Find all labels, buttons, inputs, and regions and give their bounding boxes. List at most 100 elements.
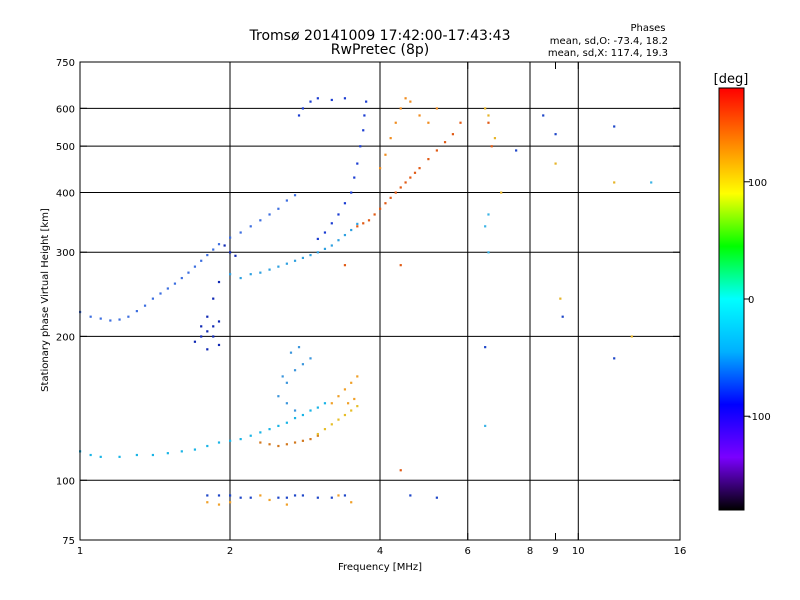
data-point xyxy=(350,228,353,232)
data-point xyxy=(239,496,242,499)
data-point xyxy=(239,437,242,441)
data-point xyxy=(323,402,327,405)
data-point xyxy=(316,432,319,436)
data-point xyxy=(435,496,438,499)
y-tick-label: 600 xyxy=(56,104,75,115)
data-point xyxy=(309,100,312,103)
data-point xyxy=(379,167,382,170)
data-point xyxy=(301,363,305,366)
data-point xyxy=(350,191,353,194)
data-point xyxy=(650,181,653,184)
data-point xyxy=(166,452,169,455)
data-point xyxy=(330,98,333,102)
data-point xyxy=(427,121,430,124)
data-point xyxy=(217,343,221,347)
data-point xyxy=(330,222,333,225)
colorbar xyxy=(718,87,745,511)
data-point xyxy=(363,114,366,117)
data-point xyxy=(249,273,252,276)
data-point xyxy=(379,207,382,210)
phase-o-stats: mean, sd,O: -73.4, 18.2 xyxy=(550,36,668,47)
data-point xyxy=(212,325,215,328)
x-tick-label: 16 xyxy=(674,546,687,557)
data-point xyxy=(293,369,297,372)
data-point xyxy=(301,413,305,417)
data-point xyxy=(159,292,162,295)
x-tick-label: 10 xyxy=(572,546,585,557)
data-point xyxy=(337,239,340,242)
data-point xyxy=(409,100,412,103)
data-point xyxy=(285,381,288,384)
y-tick-label: 200 xyxy=(56,332,75,343)
data-point xyxy=(384,153,387,156)
data-point xyxy=(293,259,297,262)
data-point xyxy=(151,297,155,300)
data-point xyxy=(89,453,92,457)
data-point xyxy=(212,297,215,300)
data-point xyxy=(268,213,271,216)
data-point xyxy=(229,251,232,254)
data-point xyxy=(323,428,327,431)
data-point xyxy=(118,455,121,458)
data-point xyxy=(301,256,305,260)
data-point xyxy=(277,395,280,398)
data-point xyxy=(217,503,221,506)
data-point xyxy=(89,315,92,318)
data-point xyxy=(484,424,487,428)
data-point xyxy=(268,443,271,446)
data-point xyxy=(451,133,455,136)
data-point xyxy=(151,453,155,457)
data-point xyxy=(229,273,232,276)
data-point xyxy=(293,416,297,420)
data-point xyxy=(443,141,447,144)
data-point xyxy=(367,219,371,222)
data-point xyxy=(484,225,487,228)
data-point xyxy=(309,437,312,441)
phases-label: Phases xyxy=(630,23,665,34)
data-point xyxy=(484,107,487,110)
data-point xyxy=(285,199,288,202)
data-point xyxy=(187,271,190,274)
data-point xyxy=(268,498,271,502)
data-point xyxy=(561,315,564,318)
data-point xyxy=(630,335,633,338)
data-point xyxy=(206,348,209,351)
data-point xyxy=(413,171,417,174)
data-point xyxy=(343,97,347,100)
data-point xyxy=(554,133,557,136)
y-tick-label: 300 xyxy=(56,248,75,259)
data-point xyxy=(389,196,392,199)
x-tick-label: 8 xyxy=(527,546,533,557)
data-point xyxy=(135,310,138,313)
data-point xyxy=(493,137,497,140)
data-point xyxy=(343,413,347,417)
data-point xyxy=(259,441,262,444)
data-point xyxy=(217,243,221,246)
data-point xyxy=(356,162,359,165)
plot-area: 1 2 4 6 8 9 10 16 75 100 200 300 400 500 600 750 xyxy=(56,58,686,557)
x-tick-label: 9 xyxy=(552,546,558,557)
data-point xyxy=(200,335,203,338)
data-point xyxy=(234,254,237,257)
data-point xyxy=(309,409,312,412)
data-point xyxy=(404,97,407,100)
data-point xyxy=(343,233,347,237)
data-point xyxy=(293,194,297,197)
y-tick-label: 75 xyxy=(62,536,75,547)
data-point xyxy=(229,439,232,442)
data-point xyxy=(239,276,242,280)
data-point xyxy=(217,441,221,444)
data-point xyxy=(404,181,407,184)
x-tick-label: 2 xyxy=(227,546,233,557)
x-tick-label: 1 xyxy=(77,546,83,557)
data-point xyxy=(229,236,232,239)
data-point xyxy=(399,469,402,472)
data-point xyxy=(435,107,438,110)
data-point xyxy=(109,319,112,322)
data-point xyxy=(206,501,209,504)
data-point xyxy=(301,494,305,497)
data-point xyxy=(613,125,616,128)
data-point xyxy=(206,444,209,448)
data-point xyxy=(285,262,288,265)
